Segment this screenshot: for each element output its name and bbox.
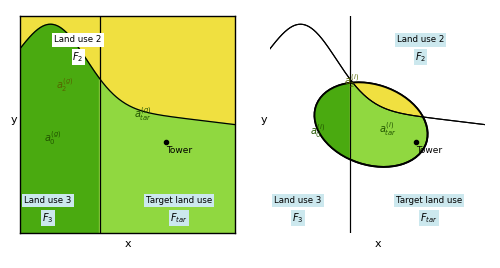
- Text: $F_3$: $F_3$: [42, 211, 54, 225]
- Polygon shape: [270, 16, 485, 125]
- Text: $F_{tar}$: $F_{tar}$: [420, 211, 438, 225]
- Text: Target land use: Target land use: [146, 196, 212, 205]
- Text: Land use 2: Land use 2: [54, 35, 102, 44]
- Text: $a_{tar}^{(g)}$: $a_{tar}^{(g)}$: [134, 105, 152, 123]
- Text: $a_{tar}^{(i)}$: $a_{tar}^{(i)}$: [380, 120, 397, 138]
- Polygon shape: [20, 24, 100, 233]
- Text: Land use 3: Land use 3: [274, 196, 322, 205]
- Text: $F_2$: $F_2$: [415, 50, 426, 64]
- Text: Target land use: Target land use: [396, 196, 462, 205]
- Text: $F_2$: $F_2$: [72, 50, 84, 64]
- Text: Tower: Tower: [416, 146, 442, 155]
- Ellipse shape: [314, 82, 428, 167]
- X-axis label: x: x: [124, 239, 131, 249]
- Polygon shape: [100, 79, 235, 233]
- Text: $a_2^{(i)}$: $a_2^{(i)}$: [344, 72, 359, 90]
- X-axis label: x: x: [374, 239, 381, 249]
- Ellipse shape: [314, 82, 428, 167]
- Text: $a_2^{(g)}$: $a_2^{(g)}$: [56, 77, 74, 94]
- Polygon shape: [270, 24, 349, 233]
- Y-axis label: y: y: [11, 115, 18, 125]
- Text: $a_0^{(i)}$: $a_0^{(i)}$: [310, 122, 325, 140]
- Text: Land use 2: Land use 2: [397, 35, 444, 44]
- Text: Land use 3: Land use 3: [24, 196, 72, 205]
- Text: $F_3$: $F_3$: [292, 211, 304, 225]
- Ellipse shape: [314, 82, 428, 167]
- Polygon shape: [20, 16, 235, 125]
- Text: $F_{tar}$: $F_{tar}$: [170, 211, 188, 225]
- Text: Tower: Tower: [166, 146, 192, 155]
- Text: $a_0^{(g)}$: $a_0^{(g)}$: [44, 129, 61, 147]
- Y-axis label: y: y: [261, 115, 268, 125]
